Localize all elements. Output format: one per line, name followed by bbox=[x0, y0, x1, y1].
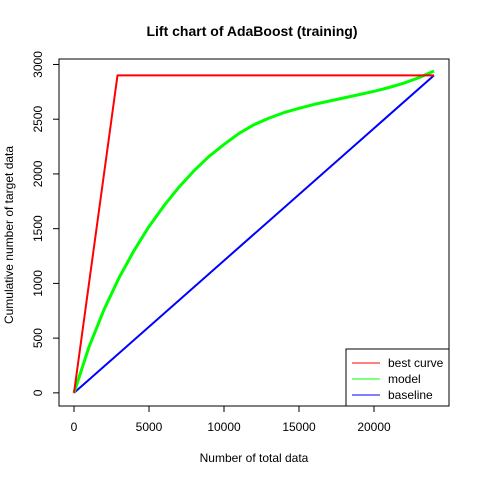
y-tick-label: 1500 bbox=[31, 215, 45, 242]
y-tick-label: 500 bbox=[31, 328, 45, 348]
y-axis: 0 500 1000 1500 2000 2500 3000 bbox=[31, 51, 59, 396]
x-tick-label: 5000 bbox=[136, 420, 163, 434]
legend-box bbox=[345, 348, 450, 407]
series-layer bbox=[72, 69, 435, 394]
x-tick-label: 20000 bbox=[357, 420, 391, 434]
legend-entry: baseline bbox=[388, 388, 433, 402]
series-line-baseline bbox=[73, 74, 435, 394]
x-axis-label: Number of total data bbox=[200, 451, 309, 465]
y-tick-label: 3000 bbox=[31, 51, 45, 78]
series-line-model bbox=[72, 69, 435, 394]
y-tick-label: 2000 bbox=[31, 160, 45, 187]
legend-entry: best curve bbox=[388, 356, 444, 370]
x-tick-label: 15000 bbox=[282, 420, 316, 434]
plot-frame bbox=[58, 58, 450, 407]
x-tick-label: 10000 bbox=[207, 420, 241, 434]
x-tick-label: 0 bbox=[71, 420, 78, 434]
y-tick-label: 0 bbox=[31, 389, 45, 396]
y-tick-label: 1000 bbox=[31, 270, 45, 297]
y-axis-label: Cumulative number of target data bbox=[2, 146, 16, 324]
y-tick-label: 2500 bbox=[31, 106, 45, 133]
chart-title: Lift chart of AdaBoost (training) bbox=[146, 23, 357, 39]
legend-entry: model bbox=[388, 372, 421, 386]
x-axis: 0 5000 10000 15000 20000 bbox=[71, 406, 391, 434]
legend: best curve model baseline bbox=[345, 348, 450, 407]
series-line-best-curve bbox=[73, 74, 434, 394]
